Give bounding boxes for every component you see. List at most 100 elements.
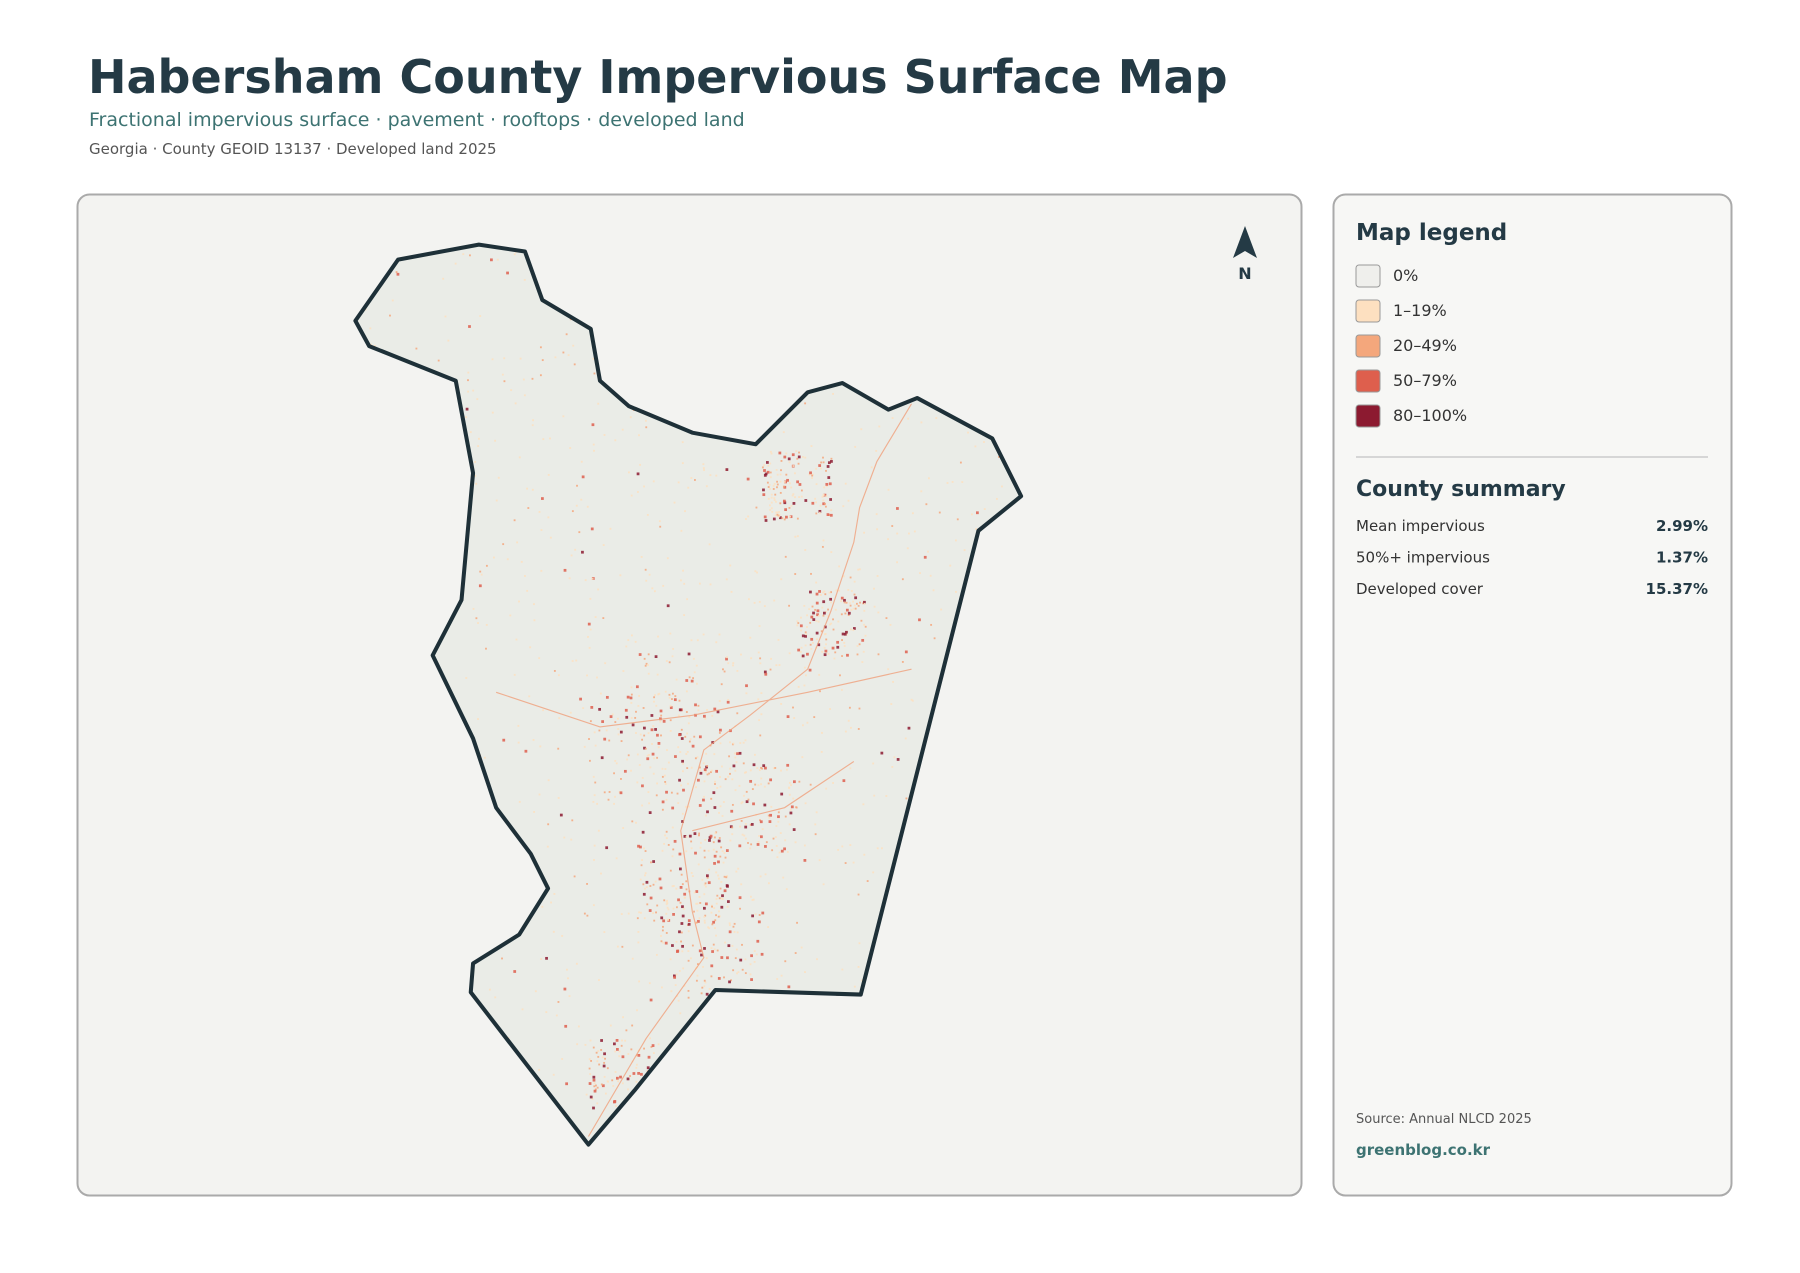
impervious-pixel bbox=[554, 356, 557, 359]
impervious-pixel bbox=[741, 943, 743, 946]
legend-panel bbox=[1332, 193, 1733, 1197]
impervious-pixel bbox=[749, 847, 752, 850]
impervious-pixel bbox=[592, 443, 595, 446]
impervious-pixel bbox=[829, 513, 833, 517]
impervious-pixel bbox=[759, 657, 762, 660]
impervious-pixel bbox=[671, 826, 674, 829]
impervious-pixel bbox=[841, 655, 843, 657]
impervious-pixel bbox=[738, 751, 742, 755]
impervious-pixel bbox=[639, 733, 642, 736]
impervious-pixel bbox=[580, 460, 583, 463]
impervious-pixel bbox=[728, 930, 732, 934]
impervious-pixel bbox=[700, 953, 703, 957]
impervious-pixel bbox=[769, 471, 772, 474]
impervious-pixel bbox=[704, 902, 708, 906]
impervious-pixel bbox=[728, 980, 731, 984]
impervious-pixel bbox=[823, 486, 826, 489]
impervious-pixel bbox=[599, 692, 602, 695]
impervious-pixel bbox=[636, 917, 639, 920]
impervious-pixel bbox=[627, 1053, 630, 1055]
impervious-pixel bbox=[785, 473, 788, 476]
impervious-pixel bbox=[690, 477, 693, 479]
impervious-pixel bbox=[695, 890, 699, 893]
impervious-pixel bbox=[662, 941, 665, 944]
impervious-pixel bbox=[638, 764, 641, 766]
impervious-pixel bbox=[585, 1093, 588, 1096]
impervious-pixel bbox=[669, 706, 673, 710]
impervious-pixel bbox=[517, 724, 520, 727]
impervious-pixel bbox=[553, 893, 556, 895]
impervious-pixel bbox=[817, 620, 820, 623]
impervious-pixel bbox=[920, 421, 923, 424]
impervious-pixel bbox=[702, 633, 705, 636]
impervious-pixel bbox=[706, 876, 709, 879]
subtitle: Fractional impervious surface · pavement… bbox=[89, 109, 745, 131]
meta: Georgia · County GEOID 13137 · Developed… bbox=[89, 140, 497, 158]
impervious-pixel bbox=[666, 557, 669, 560]
impervious-pixel bbox=[788, 652, 791, 655]
impervious-pixel bbox=[815, 601, 819, 605]
impervious-pixel bbox=[816, 609, 820, 613]
impervious-pixel bbox=[667, 918, 670, 921]
impervious-pixel bbox=[877, 653, 880, 656]
impervious-pixel bbox=[703, 768, 707, 772]
impervious-pixel bbox=[661, 767, 664, 770]
impervious-pixel bbox=[653, 757, 656, 760]
impervious-pixel bbox=[863, 600, 866, 604]
impervious-pixel bbox=[763, 803, 767, 807]
impervious-pixel bbox=[792, 706, 794, 709]
impervious-pixel bbox=[660, 940, 663, 943]
impervious-pixel bbox=[729, 564, 732, 567]
impervious-pixel bbox=[715, 902, 718, 905]
impervious-pixel bbox=[606, 1080, 609, 1083]
impervious-pixel bbox=[753, 961, 756, 963]
impervious-pixel bbox=[584, 579, 587, 582]
impervious-pixel bbox=[693, 910, 695, 913]
impervious-pixel bbox=[844, 730, 847, 733]
impervious-pixel bbox=[533, 603, 535, 606]
impervious-pixel bbox=[838, 565, 841, 568]
impervious-pixel bbox=[932, 589, 935, 592]
impervious-pixel bbox=[804, 456, 807, 459]
impervious-pixel bbox=[847, 589, 850, 591]
impervious-pixel bbox=[695, 682, 698, 685]
impervious-pixel bbox=[690, 679, 694, 683]
impervious-pixel bbox=[618, 1050, 621, 1053]
impervious-pixel bbox=[803, 604, 806, 607]
impervious-pixel bbox=[706, 709, 708, 711]
impervious-pixel bbox=[810, 615, 814, 619]
impervious-pixel bbox=[682, 770, 684, 773]
impervious-pixel bbox=[760, 835, 763, 839]
impervious-pixel bbox=[800, 629, 803, 632]
impervious-pixel bbox=[817, 614, 820, 617]
impervious-pixel bbox=[705, 752, 708, 755]
impervious-pixel bbox=[717, 839, 721, 843]
impervious-pixel bbox=[762, 493, 766, 497]
impervious-pixel bbox=[491, 358, 494, 361]
impervious-pixel bbox=[617, 728, 620, 730]
impervious-pixel bbox=[703, 919, 706, 922]
impervious-pixel bbox=[454, 262, 457, 265]
impervious-pixel bbox=[756, 843, 760, 846]
impervious-pixel bbox=[506, 271, 509, 275]
impervious-pixel bbox=[642, 892, 646, 896]
impervious-pixel bbox=[975, 511, 979, 515]
impervious-pixel bbox=[803, 666, 806, 669]
impervious-pixel bbox=[623, 769, 627, 773]
impervious-pixel bbox=[657, 1043, 660, 1046]
impervious-pixel bbox=[589, 720, 592, 723]
impervious-pixel bbox=[752, 802, 755, 806]
impervious-pixel bbox=[635, 732, 637, 734]
impervious-pixel bbox=[904, 737, 907, 740]
impervious-pixel bbox=[766, 481, 769, 484]
impervious-pixel bbox=[951, 481, 954, 483]
impervious-pixel bbox=[820, 467, 822, 470]
impervious-pixel bbox=[850, 726, 852, 729]
impervious-pixel bbox=[754, 753, 756, 756]
impervious-pixel bbox=[629, 1075, 632, 1077]
impervious-pixel bbox=[780, 769, 782, 772]
impervious-pixel bbox=[616, 1047, 619, 1051]
impervious-pixel bbox=[739, 825, 742, 828]
impervious-pixel bbox=[725, 578, 728, 581]
impervious-pixel bbox=[673, 974, 676, 978]
